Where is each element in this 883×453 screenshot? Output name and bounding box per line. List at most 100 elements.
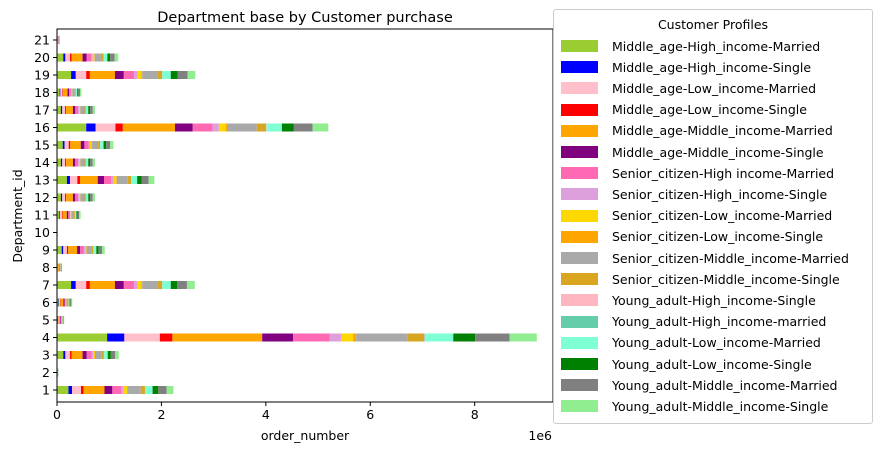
bar-segment-dept-16-series-3 — [95, 123, 116, 132]
bar-segment-dept-19-series-15 — [162, 71, 171, 79]
legend-swatch — [561, 209, 598, 222]
bar-segment-dept-6-series-17 — [70, 298, 72, 307]
bar-segment-dept-14-series-18 — [92, 158, 95, 167]
y-tick-label: 13 — [34, 173, 50, 188]
bar-segment-dept-13-series-17 — [141, 176, 149, 184]
bar-segment-dept-1-series-6 — [104, 386, 113, 394]
bar-segment-dept-19-series-1 — [57, 71, 72, 79]
bar-segment-dept-14-series-15 — [85, 158, 89, 167]
legend-swatch — [561, 40, 598, 52]
bar-segment-dept-12-series-12 — [84, 193, 86, 202]
legend-swatch — [561, 146, 598, 158]
x-axis-offset-label: 1e6 — [528, 428, 552, 443]
legend-label: Young_adult-High_income-married — [612, 314, 827, 330]
y-tick-label: 15 — [34, 138, 50, 153]
bar-segment-dept-13-series-8 — [111, 176, 114, 184]
legend-label: Middle_age-Low_income-Married — [612, 80, 817, 96]
bar-segment-dept-16-series-6 — [174, 123, 193, 132]
bar-segment-dept-18-series-5 — [62, 88, 68, 97]
bar-segment-dept-6-series-6 — [63, 298, 65, 307]
bar-segment-dept-16-series-7 — [192, 123, 213, 132]
bar-segment-dept-12-series-5 — [66, 193, 73, 202]
bar-segment-dept-15-series-18 — [110, 141, 114, 149]
bar-segment-dept-7-series-17 — [177, 281, 187, 289]
legend-item: Middle_age-Low_income-Married — [561, 78, 816, 98]
bar-segment-dept-17-series-4 — [65, 106, 67, 114]
bar-segment-dept-16-series-8 — [212, 123, 219, 132]
bar-segment-dept-14-series-7 — [75, 158, 79, 167]
bar-segment-dept-9-series-11 — [86, 246, 92, 254]
bar-segment-dept-16-series-12 — [256, 123, 267, 132]
bar-segment-dept-1-series-3 — [72, 386, 82, 394]
bar-segment-dept-17-series-6 — [72, 106, 76, 114]
legend-label: Senior_citizen-Low_income-Married — [612, 208, 833, 224]
bar-segment-dept-13-series-11 — [116, 176, 128, 184]
bar-segment-dept-3-series-1 — [57, 351, 64, 359]
bar-segment-dept-1-series-1 — [57, 386, 69, 394]
y-tick-label: 10 — [34, 225, 50, 240]
bar-segment-dept-15-series-9 — [89, 141, 92, 149]
bar-segment-dept-5-series-5 — [58, 316, 61, 324]
bar-segment-dept-3-series-4 — [70, 351, 72, 359]
bar-segment-dept-20-series-11 — [94, 53, 102, 62]
bar-segment-dept-18-series-9 — [71, 88, 73, 97]
bar-segment-dept-17-series-18 — [92, 106, 95, 114]
bar-segment-dept-19-series-5 — [89, 71, 115, 79]
legend-item: Young_adult-Middle_income-Married — [561, 375, 838, 395]
y-tick-label: 8 — [42, 260, 50, 275]
y-tick-label: 7 — [42, 278, 50, 293]
legend-item: Senior_citizen-High_income-Single — [561, 184, 827, 204]
bar-segment-dept-1-series-12 — [140, 386, 145, 394]
bar-segment-dept-9-series-7 — [80, 246, 84, 254]
bar-segment-dept-16-series-4 — [115, 123, 123, 132]
bar-segment-dept-3-series-9 — [93, 351, 95, 359]
bar-segment-dept-18-series-17 — [78, 88, 81, 97]
bar-segment-dept-6-series-18 — [71, 298, 73, 307]
bar-segment-dept-12-series-11 — [80, 193, 85, 202]
legend-item: Senior_citizen-Middle_income-Married — [561, 248, 849, 268]
x-tick-label: 2 — [157, 407, 165, 422]
bar-segment-dept-9-series-8 — [83, 246, 85, 254]
bar-segment-dept-19-series-4 — [86, 71, 90, 79]
bar-segment-dept-11-series-7 — [68, 211, 71, 219]
bar-segment-dept-16-series-11 — [227, 123, 257, 132]
bar-segment-dept-18-series-15 — [75, 88, 78, 97]
legend-item: Senior_citizen-Low_income-Single — [561, 227, 823, 247]
bar-segment-dept-4-series-13 — [424, 333, 425, 342]
bar-segment-dept-16-series-17 — [293, 123, 313, 132]
legend-label: Young_adult-Low_income-Single — [612, 356, 812, 372]
bar-segment-dept-11-series-6 — [66, 211, 69, 219]
legend-swatch — [561, 124, 598, 137]
chart-title: Department base by Customer purchase — [157, 10, 453, 26]
bar-segment-dept-6-series-12 — [68, 298, 69, 307]
bar-segment-dept-16-series-5 — [122, 123, 175, 132]
bar-segment-dept-14-series-6 — [72, 158, 76, 167]
bar-segment-dept-5-series-7 — [60, 316, 62, 324]
bar-segment-dept-7-series-5 — [89, 281, 115, 289]
bar-segment-dept-18-series-3 — [60, 88, 63, 97]
bar-segment-dept-5-series-3 — [57, 316, 59, 324]
bar-segment-dept-18-series-2 — [59, 88, 61, 97]
bar-segment-dept-18-series-1 — [57, 88, 60, 97]
legend-label: Middle_age-Middle_income-Married — [612, 123, 833, 139]
bar-segment-dept-1-series-8 — [121, 386, 124, 394]
bar-segment-dept-3-series-5 — [71, 351, 83, 359]
bar-segment-dept-20-series-9 — [92, 53, 95, 62]
bar-segment-dept-14-series-3 — [62, 158, 66, 167]
bar-segment-dept-13-series-12 — [127, 176, 132, 184]
bar-segment-dept-1-series-15 — [145, 386, 153, 394]
bar-segment-dept-6-series-1 — [57, 298, 59, 307]
bar-segment-dept-19-series-9 — [137, 71, 142, 79]
bar-segment-dept-14-series-4 — [65, 158, 67, 167]
bar-segment-dept-20-series-8 — [91, 53, 93, 62]
bar-segment-dept-15-series-7 — [84, 141, 89, 149]
bar-segment-dept-12-series-3 — [62, 193, 66, 202]
bar-segment-dept-4-series-4 — [159, 333, 173, 342]
bar-segment-dept-20-series-1 — [57, 53, 64, 62]
legend-swatch — [561, 358, 598, 370]
bar-segment-dept-13-series-10 — [116, 176, 117, 184]
bar-segment-dept-6-series-3 — [59, 298, 61, 307]
plot-frame — [56, 28, 554, 403]
legend-swatch — [561, 230, 598, 243]
legend-swatch — [561, 167, 598, 180]
